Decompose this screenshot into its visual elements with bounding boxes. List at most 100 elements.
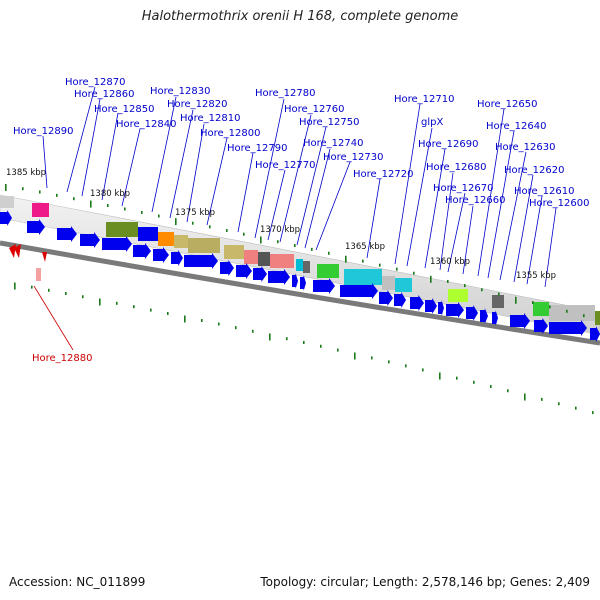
gene-arrow — [80, 232, 100, 248]
tick-mark — [481, 288, 483, 292]
gene-arrow — [510, 313, 530, 329]
tick-mark — [31, 285, 33, 289]
gene-label: Hore_12740 — [303, 138, 364, 149]
feature-block — [174, 235, 188, 248]
leader-line — [304, 148, 331, 249]
leader-line — [439, 172, 454, 271]
tick-mark — [558, 402, 560, 406]
tick-mark — [141, 210, 143, 214]
gene-label: Hore_12870 — [65, 77, 126, 88]
gene-arrow — [425, 298, 437, 314]
gene-label: Hore_12850 — [94, 104, 155, 115]
tick-mark — [303, 340, 305, 344]
leader-line — [169, 109, 194, 219]
tick-mark — [541, 397, 543, 401]
red-marker — [14, 244, 21, 258]
gene-arrow — [480, 308, 488, 324]
tick-mark — [116, 301, 118, 305]
gene-arrow — [220, 260, 234, 276]
gene-label: Hore_12770 — [255, 160, 316, 171]
gene-arrow — [340, 283, 378, 299]
tick-mark — [456, 376, 458, 380]
tick-mark — [345, 255, 347, 263]
tick-mark — [99, 298, 101, 306]
gene-label: Hore_12710 — [394, 94, 455, 105]
feature-block — [448, 289, 468, 302]
gene-label: Hore_12860 — [74, 89, 135, 100]
gene-label: Hore_12840 — [116, 119, 177, 130]
tick-mark — [5, 183, 7, 191]
tick-mark — [430, 275, 432, 283]
tick-mark — [473, 380, 475, 384]
gene-label: Hore_12670 — [433, 183, 494, 194]
red-marker — [42, 252, 47, 262]
leader-line — [101, 112, 119, 201]
gene-arrow — [133, 243, 151, 259]
feature-block — [395, 278, 412, 292]
tick-mark — [260, 236, 262, 244]
tick-mark — [252, 329, 254, 333]
leader-line — [447, 192, 466, 273]
tick-mark — [354, 352, 356, 360]
gene-arrow — [313, 278, 335, 294]
tick-mark — [133, 305, 135, 309]
feature-block — [244, 250, 258, 264]
tick-mark — [337, 348, 339, 352]
leader-line — [394, 103, 421, 265]
leader-line — [186, 123, 205, 223]
gene-arrow — [534, 318, 548, 334]
gene-label: Hore_12890 — [13, 126, 74, 137]
gene-arrow — [446, 302, 464, 318]
tick-mark — [464, 284, 466, 288]
feature-block — [188, 238, 220, 253]
red-marker — [9, 244, 16, 258]
gene-label: Hore_12640 — [486, 121, 547, 132]
tick-mark — [158, 214, 160, 218]
tick-mark — [328, 251, 330, 255]
leader-line — [267, 169, 286, 241]
gene-arrow — [394, 292, 406, 308]
scale-label: 1355 kbp — [516, 271, 556, 281]
tick-mark — [405, 364, 407, 368]
gene-label: Hore_12820 — [167, 99, 228, 110]
feature-block — [296, 259, 303, 271]
tick-mark — [175, 218, 177, 226]
leader-line — [33, 285, 74, 351]
gene-label: Hore_12650 — [477, 99, 538, 110]
gene-label: glpX — [421, 117, 443, 128]
tick-mark — [73, 197, 75, 201]
tick-mark — [439, 372, 441, 380]
tick-mark — [90, 200, 92, 208]
feature-block — [32, 203, 49, 217]
tick-mark — [498, 292, 500, 296]
gene-arrow — [268, 269, 290, 285]
gene-arrow — [410, 295, 424, 311]
gene-arrow — [292, 273, 298, 289]
tick-marks — [5, 183, 594, 415]
leader-line — [254, 98, 285, 239]
gene-arrows — [0, 210, 600, 342]
tick-mark — [379, 263, 381, 267]
feature-block — [0, 196, 14, 208]
gene-label: Hore_12730 — [323, 152, 384, 163]
leader-line — [296, 126, 327, 246]
tick-mark — [65, 291, 67, 295]
tick-mark — [583, 314, 585, 318]
feature-block — [344, 269, 382, 285]
leader-line — [237, 152, 254, 233]
gene-arrow — [236, 263, 252, 279]
gene-arrow — [590, 326, 600, 342]
tick-mark — [490, 385, 492, 389]
tick-mark — [413, 271, 415, 275]
gene-arrow — [379, 290, 393, 306]
feature-block — [317, 264, 339, 278]
tick-mark — [226, 229, 228, 233]
leader-line — [151, 96, 177, 213]
tick-mark — [192, 221, 194, 225]
feature-block — [258, 252, 270, 266]
tick-mark — [524, 393, 526, 401]
gene-arrow — [253, 266, 267, 282]
tick-mark — [167, 312, 169, 316]
gene-label-highlight: Hore_12880 — [32, 353, 93, 364]
tick-mark — [447, 279, 449, 283]
